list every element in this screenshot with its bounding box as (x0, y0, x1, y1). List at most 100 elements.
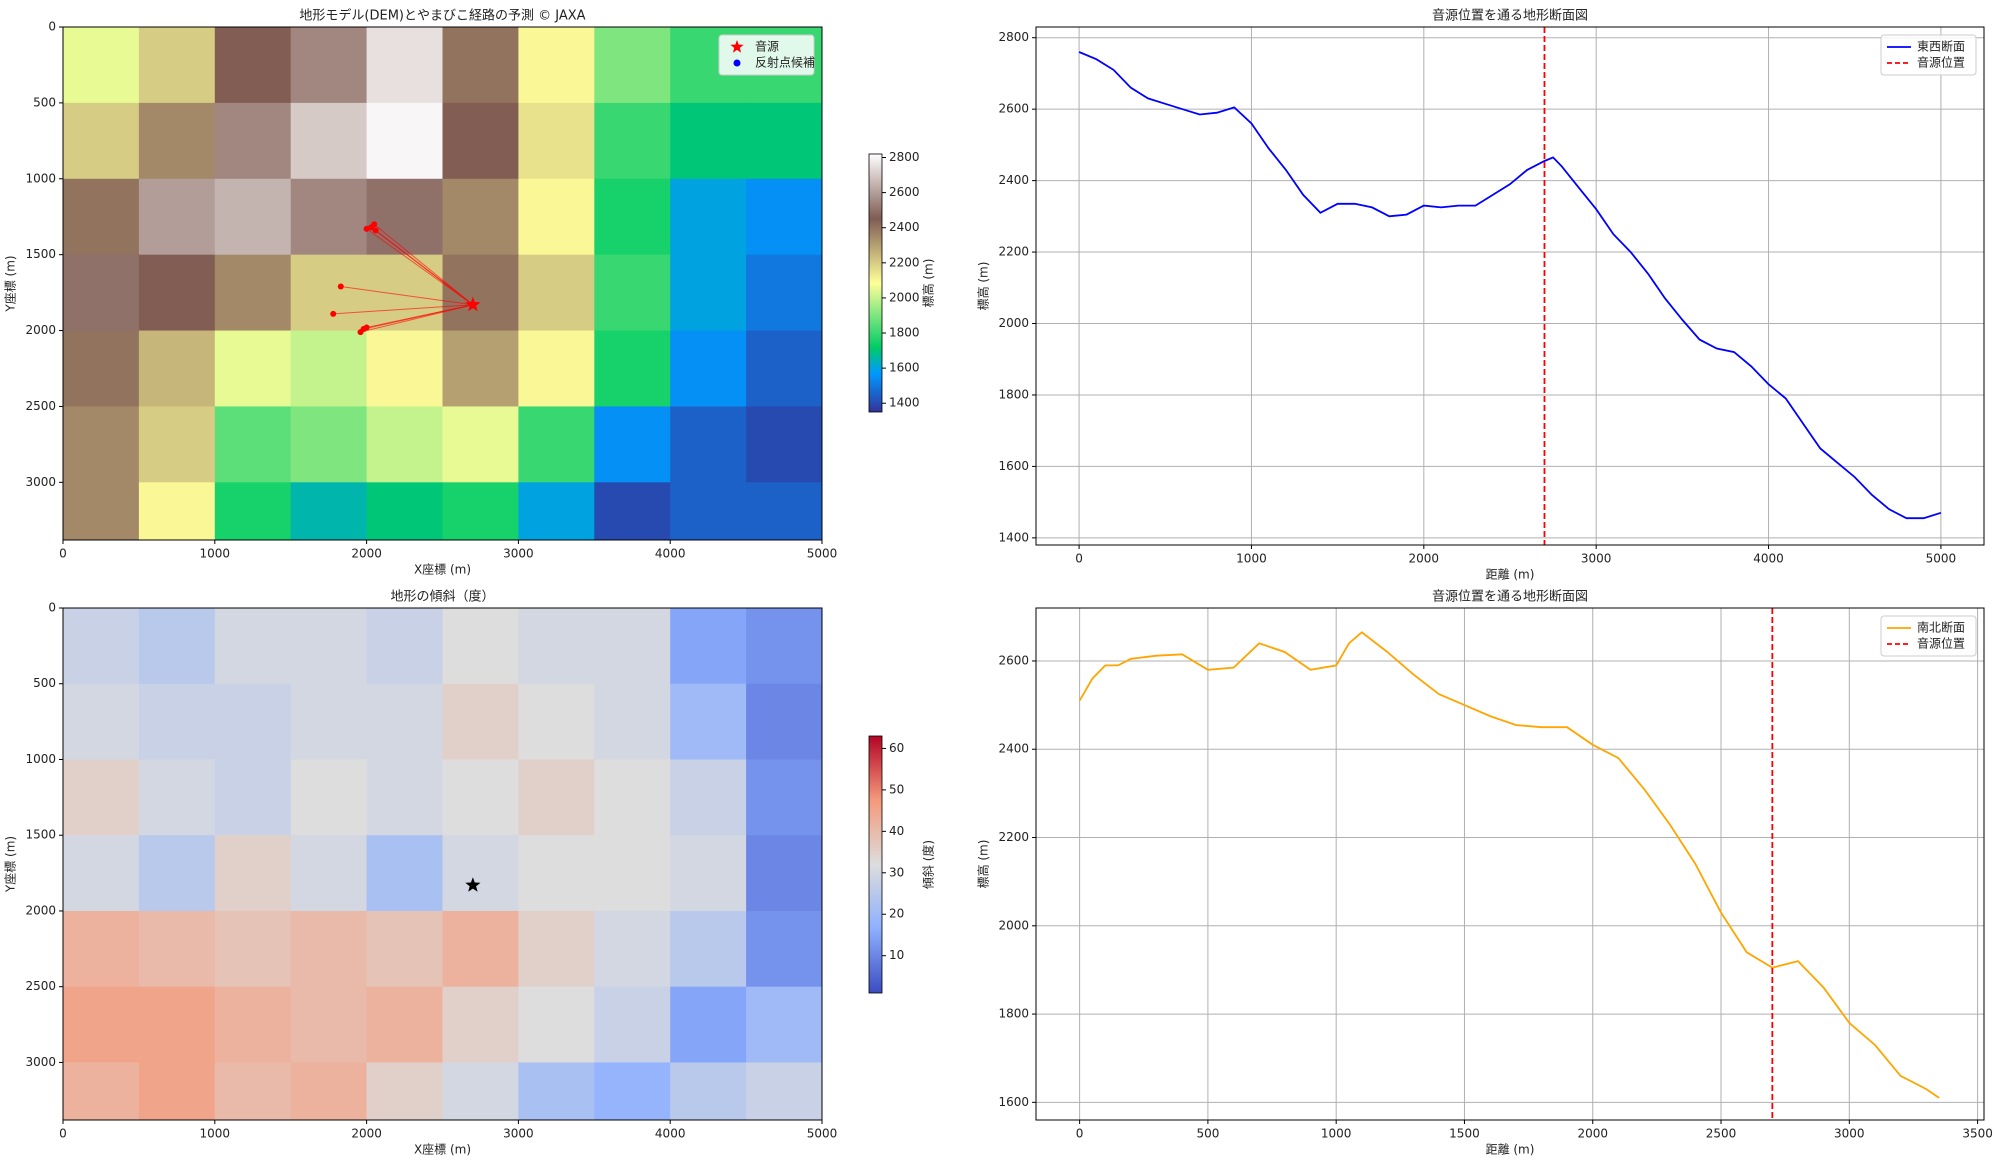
profile-line (1078, 51, 1942, 520)
colorbar-label: 標高 (m) (921, 259, 936, 308)
heatmap-cell (214, 330, 292, 407)
x-tick-label: 2000 (1577, 1127, 1608, 1141)
heatmap-cell (214, 27, 292, 104)
x-axis-label: X座標 (m) (414, 562, 471, 577)
heatmap-cell (290, 608, 368, 685)
heatmap-cell (290, 102, 368, 180)
echo-path (366, 228, 474, 306)
x-tick-label: 2000 (351, 547, 382, 561)
heatmap-cell (138, 254, 216, 332)
heatmap-cell (63, 482, 140, 540)
x-tick-label: 3000 (503, 547, 534, 561)
plot-area (1036, 608, 1984, 1120)
heatmap-cell (442, 1062, 519, 1120)
heatmap-cell (214, 683, 292, 760)
y-tick-label: 1500 (25, 247, 56, 261)
x-tick-label: 3000 (1834, 1127, 1865, 1141)
heatmap-cell (63, 330, 140, 407)
heatmap-cell (746, 178, 822, 256)
heatmap-cell (746, 910, 822, 988)
heatmap-cell (214, 608, 292, 685)
heatmap-cell (290, 330, 368, 407)
plot-area (63, 27, 822, 540)
y-tick-label: 2000 (25, 323, 56, 337)
chart-title: 地形モデル(DEM)とやまびこ経路の予測 © JAXA (299, 8, 585, 24)
heatmap-cell (746, 1062, 822, 1120)
heatmap-cell (594, 482, 671, 540)
heatmap-cell (138, 986, 216, 1063)
x-tick-label: 5000 (807, 547, 838, 561)
echo-path (373, 223, 474, 306)
heatmap-cell (63, 27, 140, 104)
heatmap-cell (670, 482, 747, 540)
heatmap-cell (746, 986, 822, 1063)
heatmap-cell (214, 835, 292, 912)
heatmap-cell (518, 835, 595, 912)
heatmap-cell (290, 27, 368, 104)
heatmap-cell (138, 27, 216, 104)
legend-box (1880, 34, 1977, 76)
y-tick-label: 2400 (998, 173, 1029, 187)
heatmap-cell (138, 683, 216, 760)
y-tick-label: 3000 (25, 1055, 56, 1069)
heatmap-cell (746, 102, 822, 180)
heatmap-cell (442, 102, 519, 180)
heatmap-cell (670, 102, 747, 180)
colorbar-tick-label: 30 (889, 865, 904, 879)
y-tick-label: 2200 (998, 245, 1029, 259)
x-tick-label: 2500 (1706, 1127, 1737, 1141)
heatmap-cell (594, 910, 671, 988)
x-tick-label: 3500 (1962, 1127, 1993, 1141)
y-tick-label: 2000 (998, 918, 1029, 932)
x-tick-label: 1000 (200, 547, 231, 561)
reflection-point (368, 224, 375, 231)
legend-label: 音源位置 (1917, 636, 1965, 651)
heatmap-cell (746, 330, 822, 407)
colorbar-tick-label: 40 (889, 824, 904, 838)
x-tick-label: 1000 (1236, 552, 1267, 566)
heatmap-cell (518, 102, 595, 180)
reflection-point (360, 326, 367, 333)
y-tick-label: 1400 (998, 530, 1029, 544)
heatmap-cell (518, 608, 595, 685)
echo-path (340, 286, 473, 306)
plot-area (63, 608, 822, 1120)
heatmap-cell (366, 482, 443, 540)
colorbar-tick-label: 2200 (889, 255, 920, 269)
chart-title: 地形の傾斜（度） (390, 589, 494, 605)
heatmap-cell (594, 102, 671, 180)
x-tick-label: 1000 (200, 1127, 231, 1141)
x-tick-label: 3000 (503, 1127, 534, 1141)
heatmap-cell (290, 835, 368, 912)
heatmap-cell (214, 910, 292, 988)
heatmap-cell (670, 759, 747, 836)
heatmap-cell (63, 986, 140, 1063)
heatmap-cell (594, 608, 671, 685)
y-tick-label: 1000 (25, 752, 56, 766)
x-axis-label: X座標 (m) (414, 1142, 471, 1157)
plot-area (1036, 27, 1984, 545)
colorbar-tick-label: 2000 (889, 290, 920, 304)
x-tick-label: 0 (1076, 1127, 1084, 1141)
heatmap-cell (366, 102, 443, 180)
heatmap-cell (594, 683, 671, 760)
heatmap-cell (670, 910, 747, 988)
heatmap-cell (442, 254, 519, 332)
heatmap-cell (290, 482, 368, 540)
heatmap-cell (594, 406, 671, 483)
heatmap-cell (214, 482, 292, 540)
colorbar-tick-label: 1600 (889, 361, 920, 375)
legend-label: 東西断面 (1917, 39, 1965, 54)
reflection-point (330, 310, 337, 317)
heatmap-cell (214, 986, 292, 1063)
x-tick-label: 1000 (1321, 1127, 1352, 1141)
heatmap-cell (138, 102, 216, 180)
heatmap-cell (594, 835, 671, 912)
colorbar-tick-label: 60 (889, 741, 904, 755)
heatmap-cell (746, 835, 822, 912)
heatmap-cell (746, 254, 822, 332)
heatmap-cell (366, 1062, 443, 1120)
heatmap-cell (366, 910, 443, 988)
heatmap-cell (518, 27, 595, 104)
y-tick-label: 2600 (998, 653, 1029, 667)
